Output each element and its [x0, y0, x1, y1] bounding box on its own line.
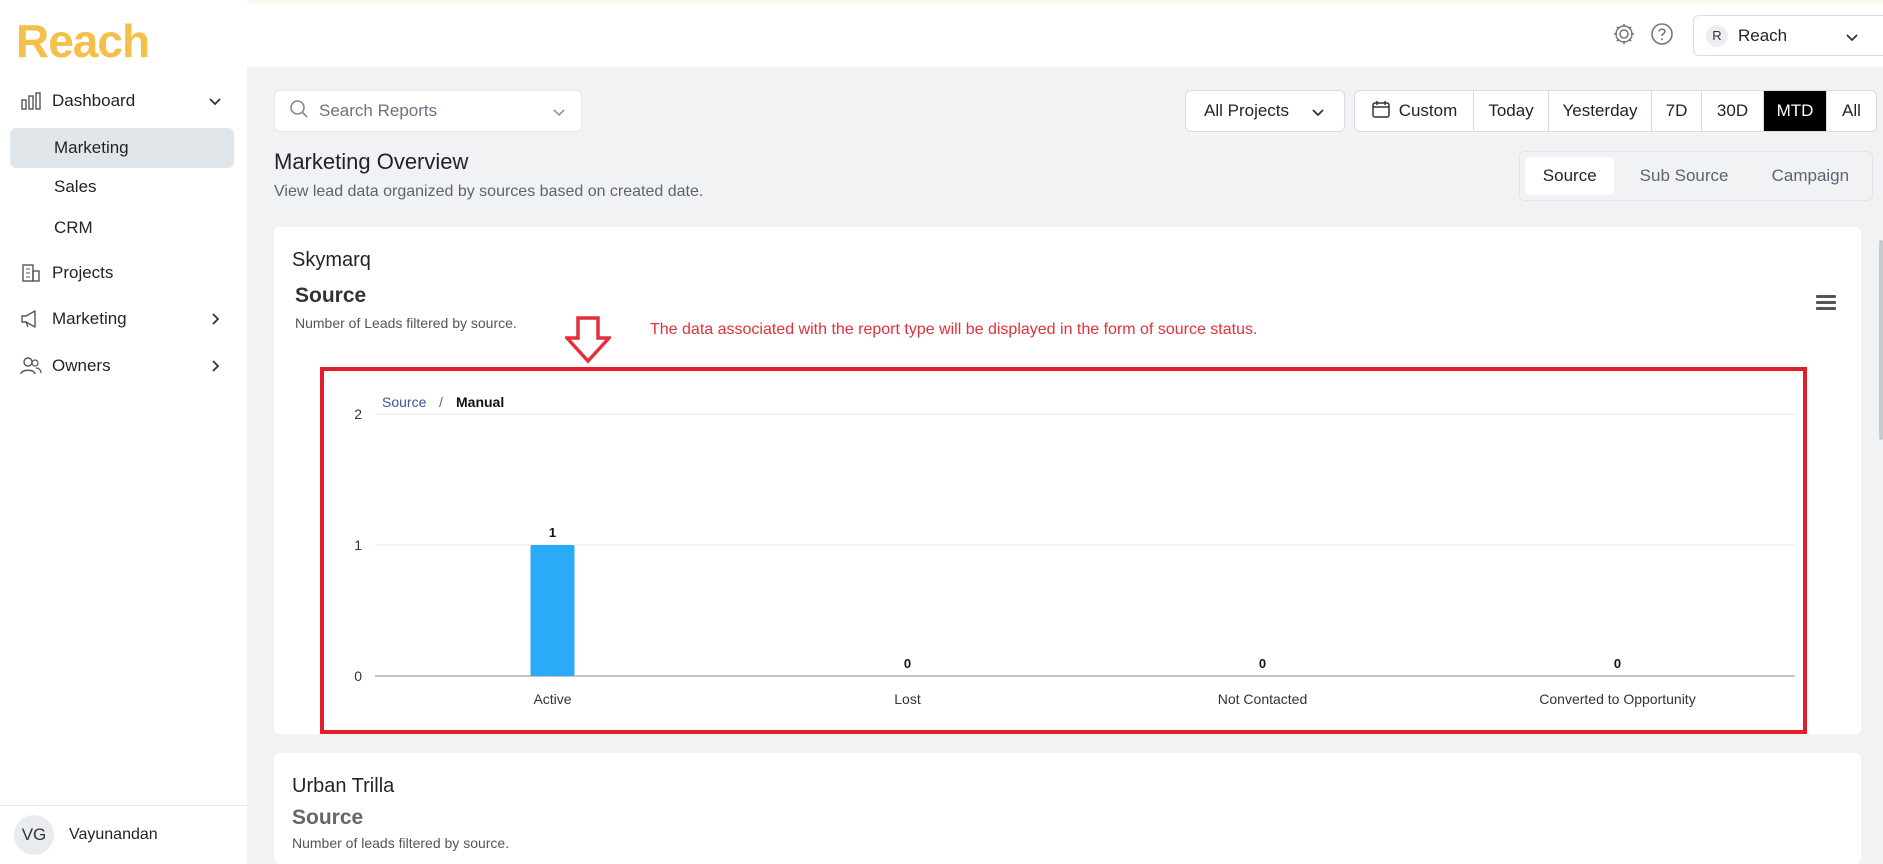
chart-title: Source: [295, 284, 367, 307]
view-tabs: Source Sub Source Campaign: [1519, 151, 1873, 201]
date-custom-button[interactable]: Custom: [1355, 91, 1474, 131]
workspace-select[interactable]: R Reach: [1693, 15, 1883, 56]
annotation-text: The data associated with the report type…: [650, 321, 1258, 338]
calendar-icon: [1371, 99, 1391, 124]
top-strip: [0, 0, 1883, 3]
chevron-down-icon: [1310, 104, 1326, 125]
tab-campaign[interactable]: Campaign: [1771, 166, 1850, 185]
sidebar-item-projects[interactable]: Projects: [10, 253, 234, 293]
sidebar-item-label: Dashboard: [52, 91, 136, 110]
project-card: [274, 753, 1861, 864]
date-custom-label: Custom: [1398, 101, 1458, 120]
date-30d-button[interactable]: 30D: [1702, 91, 1764, 131]
chart-title: Source: [292, 806, 364, 829]
x-tick-label: Converted to Opportunity: [1539, 691, 1695, 707]
sidebar-item-label: Marketing: [54, 138, 129, 157]
user-profile[interactable]: VG Vayunandan: [0, 805, 247, 864]
search-placeholder: Search Reports: [319, 101, 438, 120]
project-name: Urban Trilla: [292, 775, 395, 797]
date-today-button[interactable]: Today: [1474, 91, 1549, 131]
breadcrumb-separator: /: [439, 394, 443, 410]
arrow-down-icon: [563, 316, 613, 369]
sidebar-item-dashboard[interactable]: Dashboard: [10, 81, 234, 121]
breadcrumb-root[interactable]: Source: [382, 394, 427, 410]
sidebar-item-marketing[interactable]: Marketing: [10, 299, 234, 339]
sidebar: Reach Dashboard Marketing Sales CRM Proj…: [0, 0, 247, 864]
page-subtitle: View lead data organized by sources base…: [274, 183, 704, 200]
app-logo[interactable]: Reach: [16, 15, 150, 67]
chart-menu-icon[interactable]: [1816, 295, 1836, 313]
date-all-button[interactable]: All: [1842, 101, 1861, 120]
x-tick-label: Lost: [894, 691, 921, 707]
highlight-box: [320, 367, 1807, 734]
workspace-name: Reach: [1738, 25, 1788, 45]
chevron-right-icon: [206, 357, 224, 375]
project-select-value: All Projects: [1204, 101, 1290, 120]
bar-chart-icon: [18, 90, 44, 112]
megaphone-icon: [18, 308, 44, 330]
chevron-right-icon: [206, 310, 224, 328]
project-name: Skymarq: [292, 249, 371, 271]
chevron-down-icon: [551, 104, 567, 125]
date-yesterday-button[interactable]: Yesterday: [1549, 91, 1652, 131]
chevron-down-icon: [206, 92, 224, 110]
sidebar-item-label: CRM: [54, 218, 93, 237]
sidebar-item-label: Marketing: [52, 309, 127, 328]
sidebar-item-label: Projects: [52, 263, 114, 282]
x-tick-label: Active: [533, 691, 571, 707]
sidebar-subitem-crm[interactable]: CRM: [10, 208, 234, 248]
y-tick-label: 2: [354, 406, 362, 422]
scrollbar[interactable]: [1879, 240, 1883, 440]
users-icon: [18, 355, 44, 377]
chart-subtitle: Number of Leads filtered by source.: [295, 315, 517, 331]
x-tick-label: Not Contacted: [1218, 691, 1308, 707]
chart-subtitle: Number of leads filtered by source.: [292, 835, 510, 851]
user-name: Vayunandan: [69, 826, 158, 843]
date-range-group: Custom Today Yesterday 7D 30D MTD All: [1354, 90, 1877, 132]
y-tick-label: 1: [354, 537, 362, 553]
workspace-badge: R: [1706, 24, 1728, 47]
search-reports-input[interactable]: Search Reports: [274, 90, 582, 132]
date-7d-button[interactable]: 7D: [1652, 91, 1702, 131]
header-icons: [1612, 22, 1674, 51]
chevron-down-icon: [1843, 28, 1861, 51]
bar-value-label: 1: [549, 525, 556, 540]
sidebar-subitem-sales[interactable]: Sales: [10, 167, 234, 207]
bar-active[interactable]: [530, 545, 575, 676]
date-mtd-button[interactable]: MTD: [1764, 91, 1827, 131]
page-title: Marketing Overview: [274, 149, 469, 174]
search-icon: [289, 99, 309, 124]
breadcrumb-current: Manual: [456, 394, 504, 410]
bar-value-label: 0: [1614, 656, 1621, 671]
bar-value-label: 0: [904, 656, 911, 671]
y-tick-label: 0: [354, 668, 362, 684]
sidebar-subitem-marketing[interactable]: Marketing: [10, 128, 234, 168]
sidebar-item-label: Owners: [52, 356, 111, 375]
building-icon: [18, 262, 44, 284]
help-icon[interactable]: [1650, 22, 1674, 51]
avatar[interactable]: VG: [14, 815, 54, 855]
bar-value-label: 0: [1259, 656, 1266, 671]
settings-icon[interactable]: [1612, 22, 1636, 51]
sidebar-item-owners[interactable]: Owners: [10, 346, 234, 386]
sidebar-item-label: Sales: [54, 177, 97, 196]
project-select[interactable]: All Projects: [1185, 90, 1345, 132]
tab-sub-source[interactable]: Sub Source: [1639, 166, 1729, 185]
bar-chart: Source / Manual 0 1 2 1 Active 0 Lost 0 Not Con…: [354, 394, 1795, 707]
tab-source[interactable]: Source: [1525, 157, 1615, 195]
